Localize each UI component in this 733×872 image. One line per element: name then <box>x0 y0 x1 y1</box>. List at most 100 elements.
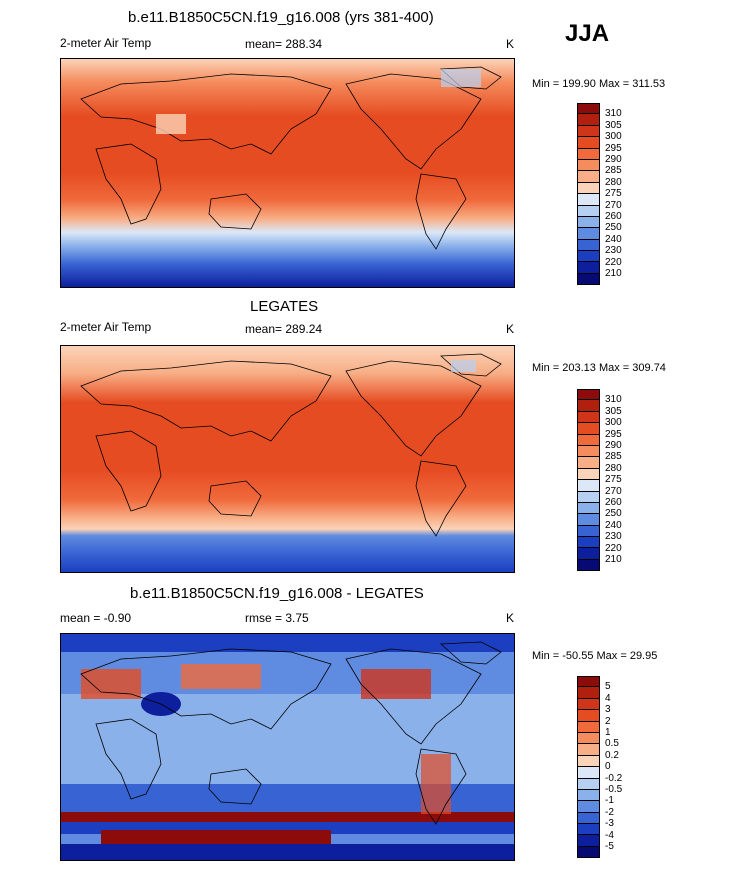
colorbar-1-swatch <box>577 262 600 274</box>
colorbar-2-swatch <box>577 457 600 469</box>
colorbar-3-tick-label: 4 <box>605 692 611 704</box>
panel1-map <box>60 58 515 288</box>
panel2-map <box>60 345 515 573</box>
panel3-title: b.e11.B1850C5CN.f19_g16.008 - LEGATES <box>130 585 424 602</box>
colorbar-2-swatch <box>577 491 600 503</box>
colorbar-1-tick-label: 295 <box>605 142 622 154</box>
colorbar-2-swatch <box>577 411 600 424</box>
colorbar-3-swatch <box>577 778 600 790</box>
colorbar-2-tick-label: 300 <box>605 417 622 429</box>
colorbar-1-tick-label: 310 <box>605 108 622 120</box>
colorbar-1-swatch <box>577 205 600 217</box>
colorbar-3-tick-label: -3 <box>605 818 614 830</box>
colorbar-2-tick-label: 260 <box>605 497 622 508</box>
colorbar-3-swatch <box>577 744 600 756</box>
colorbar-3-tick-label: 0.5 <box>605 738 619 750</box>
panel1-units-label: K <box>506 37 515 51</box>
colorbar-2-tick-label: 280 <box>605 462 622 474</box>
colorbar-3-tick-label: 0.2 <box>605 749 619 761</box>
colorbar-3-tick-label: 2 <box>605 715 611 727</box>
colorbar-3-swatch <box>577 812 600 825</box>
colorbar-3-tick-label: -0.2 <box>605 772 623 784</box>
colorbar-3-swatch <box>577 721 600 733</box>
colorbar-2-tick-label: 270 <box>605 485 622 497</box>
colorbar-2-tick-label: 285 <box>605 451 622 463</box>
colorbar-3-bar <box>577 676 600 859</box>
colorbar-1-swatch <box>577 137 600 149</box>
panel1-variable-label: 2-meter Air Temp <box>60 36 152 50</box>
colorbar-3-tick-label: -1 <box>605 795 614 807</box>
colorbar-2-swatch <box>577 400 600 412</box>
panel2-title: LEGATES <box>250 298 319 315</box>
colorbar-1-tick-label: 220 <box>605 256 622 268</box>
panel3-units-label: K <box>506 611 515 625</box>
colorbar-2-tick-label: 275 <box>605 474 622 486</box>
colorbar-3-swatch <box>577 698 600 711</box>
colorbar-2-bar <box>577 389 600 572</box>
panel3-map <box>60 633 515 861</box>
colorbar-2-tick-label: 250 <box>605 508 622 520</box>
colorbar-3-tick-label: -0.5 <box>605 784 623 795</box>
colorbar-2-tick-label: 230 <box>605 531 622 543</box>
colorbar-2-tick-label: 310 <box>605 394 622 406</box>
colorbar-2-tick-label: 220 <box>605 542 622 554</box>
colorbar-1-tick-label: 305 <box>605 119 622 131</box>
colorbar-2-swatch <box>577 468 600 481</box>
colorbar-1-bar <box>577 103 600 286</box>
panel2-mean-label: mean= 289.24 <box>245 322 323 336</box>
colorbar-1-tick-label: 300 <box>605 131 622 143</box>
colorbar-3-swatch <box>577 755 600 768</box>
panel1-mean-label: mean= 288.34 <box>245 37 323 51</box>
colorbar-2-swatch <box>577 559 600 572</box>
colorbar-3-swatch <box>577 767 600 779</box>
colorbar-1-tick-label: 240 <box>605 233 622 245</box>
colorbar-1-swatch <box>577 251 600 263</box>
panel3-rmse-label: rmse = 3.75 <box>245 611 309 625</box>
panel1-continents <box>80 66 502 250</box>
colorbar-3-swatch <box>577 732 600 745</box>
colorbar-3-swatch <box>577 676 600 688</box>
colorbar-1-tick-label: 250 <box>605 222 622 234</box>
colorbar-2-swatch <box>577 548 600 560</box>
colorbar-1-swatch <box>577 114 600 126</box>
colorbar-1-swatch <box>577 159 600 172</box>
colorbar-3-tick-label: 1 <box>605 727 611 738</box>
colorbar-3-swatch <box>577 835 600 847</box>
colorbar-2-tick-label: 305 <box>605 405 622 417</box>
colorbar-1-swatch <box>577 228 600 240</box>
panel3-continents <box>80 641 502 825</box>
colorbar-1-tick-label: 210 <box>605 268 622 279</box>
colorbar-2-swatch <box>577 502 600 515</box>
colorbar-3-tick-label: 3 <box>605 704 611 716</box>
panel3-mean-label: mean = -0.90 <box>60 611 132 625</box>
colorbar-1-tick-label: 260 <box>605 211 622 222</box>
panel2-minmax-label: Min = 203.13 Max = 309.74 <box>532 362 666 374</box>
colorbar-1-tick-label: 290 <box>605 154 622 165</box>
panel2-continents <box>80 353 502 537</box>
colorbar-3-tick-label: -5 <box>605 841 614 852</box>
colorbar-3-tick-label: -2 <box>605 806 614 818</box>
colorbar-2-swatch <box>577 480 600 492</box>
colorbar-1-swatch <box>577 216 600 229</box>
panel1-title: b.e11.B1850C5CN.f19_g16.008 (yrs 381-400… <box>128 9 434 26</box>
colorbar-1-swatch <box>577 171 600 183</box>
colorbar-1-swatch <box>577 239 600 252</box>
colorbar-1-tick-label: 280 <box>605 176 622 188</box>
colorbar-1-tick-label: 275 <box>605 188 622 200</box>
colorbar-2-tick-label: 240 <box>605 519 622 531</box>
panel3-minmax-label: Min = -50.55 Max = 29.95 <box>532 650 658 662</box>
season-label: JJA <box>565 20 610 47</box>
colorbar-3-tick-label: -4 <box>605 829 614 841</box>
colorbar-2-swatch <box>577 389 600 401</box>
colorbar-3-swatch <box>577 824 600 836</box>
colorbar-1-swatch <box>577 148 600 160</box>
colorbar-2-tick-label: 210 <box>605 554 622 565</box>
colorbar-1-tick-label: 270 <box>605 199 622 211</box>
colorbar-1-swatch <box>577 273 600 286</box>
colorbar-3-swatch <box>577 846 600 859</box>
colorbar-1-swatch <box>577 103 600 115</box>
colorbar-2-swatch <box>577 445 600 458</box>
colorbar-3-tick-label: 5 <box>605 681 611 693</box>
colorbar-1-tick-label: 230 <box>605 245 622 257</box>
panel1-minmax-label: Min = 199.90 Max = 311.53 <box>532 78 666 90</box>
